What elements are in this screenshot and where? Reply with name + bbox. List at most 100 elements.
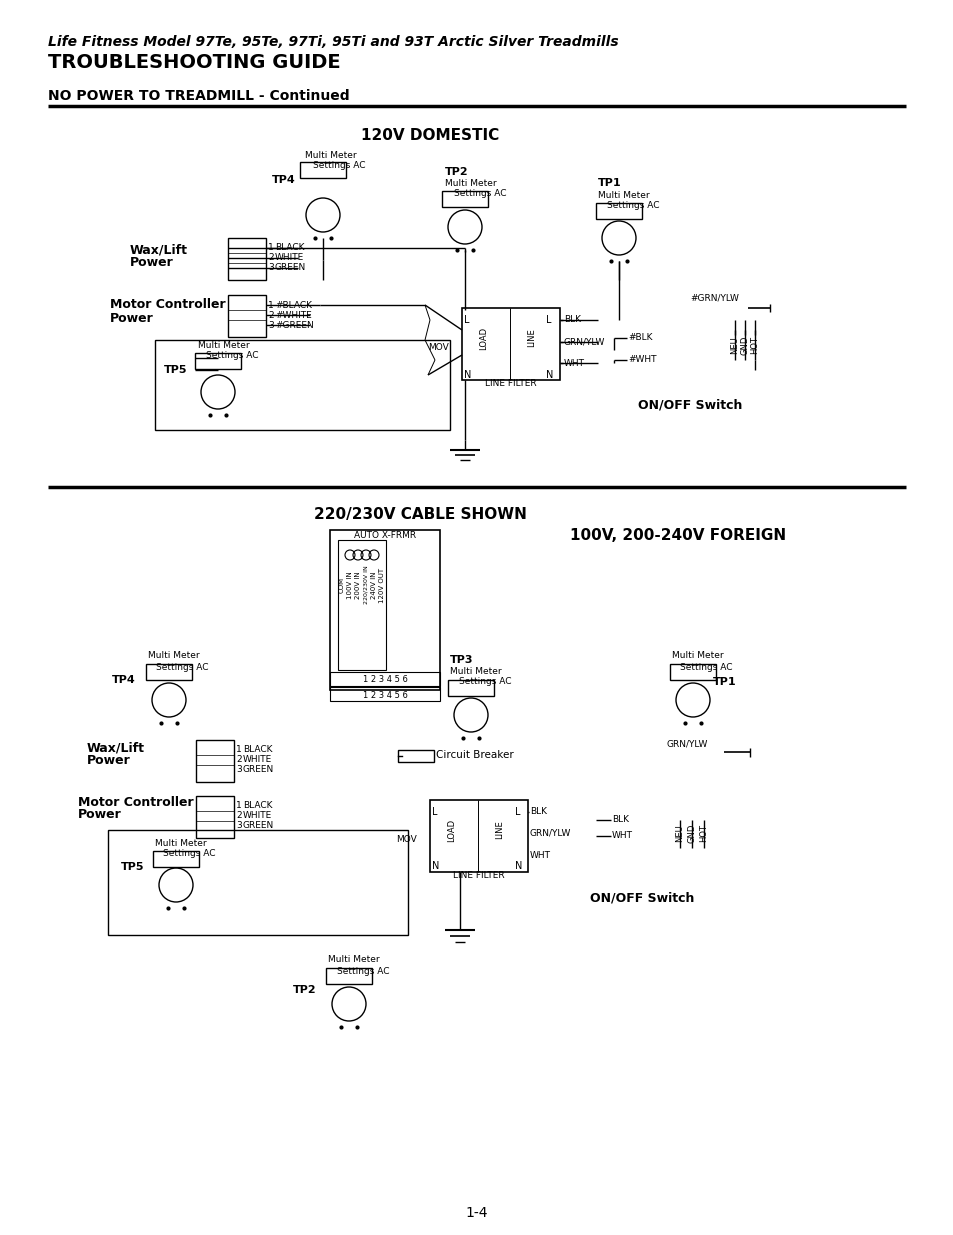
Bar (195, 740, 233, 782)
Text: Settings AC: Settings AC (206, 352, 258, 361)
Text: 1-4: 1-4 (465, 1207, 488, 1220)
Text: 2: 2 (235, 756, 241, 764)
Bar (441, 191, 488, 207)
Text: 1: 1 (268, 300, 274, 310)
Bar (108, 830, 408, 935)
Text: WHITE: WHITE (243, 756, 272, 764)
Text: Settings AC: Settings AC (679, 662, 732, 672)
Text: LOAD: LOAD (447, 819, 456, 841)
Text: 220/230V IN: 220/230V IN (363, 566, 368, 604)
Text: LOAD: LOAD (479, 326, 488, 350)
Text: L: L (463, 315, 469, 325)
Text: L: L (432, 806, 437, 818)
Bar (430, 800, 527, 872)
Text: ON/OFF Switch: ON/OFF Switch (589, 892, 694, 904)
Text: Power: Power (130, 256, 173, 268)
Text: 200V IN: 200V IN (355, 571, 360, 599)
Text: GND: GND (740, 336, 749, 354)
Text: Multi Meter: Multi Meter (444, 179, 497, 188)
Text: MOV: MOV (428, 343, 448, 352)
Text: 120V DOMESTIC: 120V DOMESTIC (360, 127, 498, 142)
Bar (299, 162, 346, 178)
Text: 100V IN: 100V IN (347, 571, 353, 599)
Text: TP1: TP1 (712, 677, 736, 687)
Text: Power: Power (110, 311, 153, 325)
Text: LINE FILTER: LINE FILTER (485, 379, 537, 389)
Text: Multi Meter: Multi Meter (154, 839, 207, 847)
Bar (330, 672, 439, 685)
Text: 2: 2 (268, 310, 274, 320)
Text: MOV: MOV (395, 836, 416, 845)
Bar (397, 750, 434, 762)
Text: WHITE: WHITE (243, 811, 272, 820)
Text: LINE: LINE (527, 329, 536, 347)
Bar (330, 687, 439, 701)
Text: 120V OUT: 120V OUT (378, 567, 385, 603)
Text: BLK: BLK (530, 808, 546, 816)
Bar (195, 797, 233, 839)
Text: Settings AC: Settings AC (454, 189, 506, 198)
Text: WHITE: WHITE (274, 253, 304, 263)
Text: N: N (545, 370, 553, 380)
Text: BLACK: BLACK (243, 802, 273, 810)
Text: 240V IN: 240V IN (371, 572, 376, 599)
Text: Settings AC: Settings AC (313, 161, 365, 169)
Text: Multi Meter: Multi Meter (305, 151, 356, 159)
Text: Settings AC: Settings AC (606, 200, 659, 210)
Text: GREEN: GREEN (243, 821, 274, 830)
Text: 3: 3 (235, 766, 241, 774)
Text: #GRN/YLW: #GRN/YLW (689, 294, 739, 303)
Text: TP4: TP4 (112, 676, 135, 685)
Text: WHT: WHT (563, 358, 584, 368)
Text: TP2: TP2 (293, 986, 316, 995)
Text: TP4: TP4 (272, 175, 295, 185)
Text: 3: 3 (268, 263, 274, 273)
Text: #BLK: #BLK (627, 333, 652, 342)
Text: Power: Power (78, 809, 122, 821)
Bar (152, 851, 199, 867)
Text: Multi Meter: Multi Meter (671, 652, 723, 661)
Bar (461, 308, 559, 380)
Bar (228, 238, 266, 280)
Text: L: L (545, 315, 551, 325)
Text: Multi Meter: Multi Meter (148, 652, 199, 661)
Text: Multi Meter: Multi Meter (598, 190, 649, 200)
Text: Motor Controller: Motor Controller (110, 299, 226, 311)
Text: LINE FILTER: LINE FILTER (453, 872, 504, 881)
Text: Settings AC: Settings AC (336, 967, 389, 976)
Text: Power: Power (87, 753, 131, 767)
Text: 220/230V CABLE SHOWN: 220/230V CABLE SHOWN (314, 508, 526, 522)
Text: Settings AC: Settings AC (156, 662, 209, 672)
Text: GREEN: GREEN (274, 263, 306, 273)
Text: TP5: TP5 (121, 862, 144, 872)
Text: TP3: TP3 (450, 655, 473, 664)
Text: 1 2 3 4 5 6: 1 2 3 4 5 6 (362, 676, 407, 684)
Text: Life Fitness Model 97Te, 95Te, 97Ti, 95Ti and 93T Arctic Silver Treadmills: Life Fitness Model 97Te, 95Te, 97Ti, 95T… (48, 35, 618, 49)
Text: Wax/Lift: Wax/Lift (130, 243, 188, 257)
Text: TROUBLESHOOTING GUIDE: TROUBLESHOOTING GUIDE (48, 53, 340, 72)
Text: AUTO X-FRMR: AUTO X-FRMR (354, 531, 416, 540)
Text: L: L (515, 806, 520, 818)
Text: Multi Meter: Multi Meter (198, 341, 250, 350)
Text: #WHITE: #WHITE (274, 310, 312, 320)
Text: TP1: TP1 (598, 178, 621, 188)
Bar (194, 353, 241, 369)
Text: 3: 3 (268, 321, 274, 330)
Bar (596, 203, 641, 219)
Text: 2: 2 (268, 253, 274, 263)
Text: 1 2 3 4 5 6: 1 2 3 4 5 6 (362, 690, 407, 699)
Text: NEU: NEU (730, 336, 739, 354)
Text: 1: 1 (268, 243, 274, 252)
Bar (330, 530, 439, 690)
Text: WHT: WHT (530, 851, 551, 860)
Bar (326, 968, 372, 984)
Text: 3: 3 (235, 821, 241, 830)
Bar (228, 295, 266, 337)
Text: Multi Meter: Multi Meter (450, 667, 501, 677)
Text: NEU: NEU (675, 824, 684, 842)
Text: TP5: TP5 (164, 366, 188, 375)
Text: HOT: HOT (699, 824, 708, 842)
Bar (146, 664, 192, 680)
Text: GND: GND (687, 824, 696, 842)
Text: ON/OFF Switch: ON/OFF Switch (638, 399, 741, 411)
